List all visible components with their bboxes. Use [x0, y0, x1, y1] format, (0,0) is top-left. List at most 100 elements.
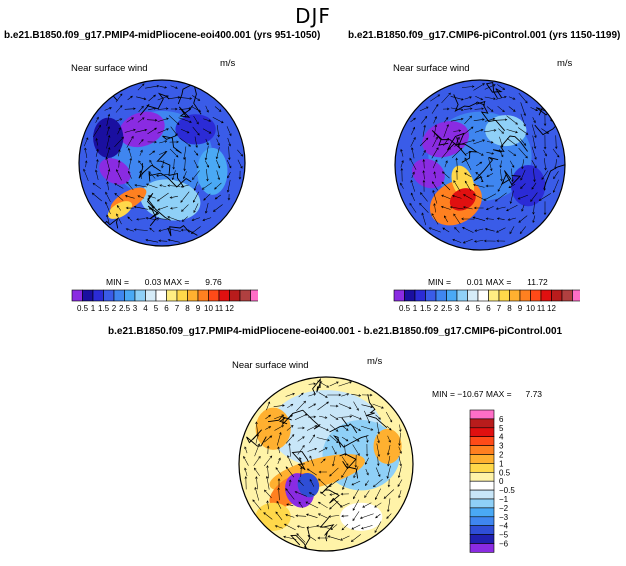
panel-3-wind-vector	[352, 499, 360, 511]
panel-2-coastline	[543, 154, 565, 189]
panel-3-colorbar-swatch	[469, 418, 495, 429]
panel-2-wind-vector	[400, 160, 404, 168]
panel-2-wind-vector	[475, 172, 483, 178]
panel-2-wind-vector	[485, 117, 496, 122]
panel-2-wind-vector	[463, 194, 473, 200]
panel-2-wind-vector	[484, 228, 495, 232]
panel-3-wind-vector	[244, 446, 248, 454]
panel-2-wind-vector	[520, 102, 526, 117]
panel-2-wind-vector	[450, 96, 464, 101]
panel-2-wind-vector	[422, 170, 426, 180]
panel-2-wind-vector	[472, 216, 486, 221]
panel-1-wind-vector	[167, 216, 181, 222]
panel-1-field-region	[140, 179, 201, 221]
panel-2-wind-vector	[464, 96, 472, 100]
panel-2-wind-vector	[432, 181, 438, 191]
panel-3-map-border	[238, 376, 414, 552]
panel-3-field-region	[297, 472, 320, 498]
panel-2-wind-vector	[508, 184, 516, 188]
panel-3-wind-vector	[375, 467, 381, 478]
panel-3-wind-vector	[332, 455, 336, 467]
panel-1-colorbar-tick-label: 5	[154, 304, 159, 313]
panel-1-wind-vector	[212, 117, 224, 124]
panel-1-wind-vector	[106, 147, 111, 159]
panel-1-coastline	[95, 80, 118, 102]
panel-1-wind-vector	[83, 137, 89, 147]
panel-2-wind-vector	[486, 140, 494, 144]
panel-3-wind-vector	[329, 435, 339, 444]
panel-1-wind-vector	[133, 205, 148, 210]
panel-2-wind-vector	[431, 103, 439, 114]
panel-1-wind-vector	[106, 126, 110, 136]
panel-3-wind-vector	[264, 435, 273, 443]
panel-3-wind-vector	[398, 424, 402, 433]
panel-1-colorbar-tick-label: 9	[196, 304, 201, 313]
panel-3-wind-vector	[319, 415, 328, 419]
panel-2-wind-vector	[499, 136, 504, 148]
panel-1-wind-vector	[133, 228, 148, 231]
panel-1-wind-vector	[205, 138, 209, 146]
panel-3-units: m/s	[367, 356, 383, 367]
panel-2-wind-vector	[496, 227, 506, 233]
panel-2-wind-vector	[433, 116, 437, 124]
panel-2-wind-vector	[464, 172, 472, 178]
panel-3-wind-vector	[309, 455, 315, 467]
panel-2-units: m/s	[557, 58, 573, 69]
panel-1-wind-vector	[183, 146, 187, 160]
panel-3-coastline	[319, 516, 335, 542]
panel-3-wind-vector	[318, 392, 328, 398]
panel-3-wind-vector	[386, 498, 391, 513]
panel-1-wind-vector	[148, 94, 156, 102]
panel-3-variable: Near surface wind	[232, 360, 309, 371]
panel-3-wind-vector	[338, 403, 352, 410]
panel-3-wind-vector	[331, 445, 337, 455]
panel-1-wind-vector	[204, 202, 209, 214]
panel-2-wind-vector	[474, 150, 484, 156]
panel-1-colorbar-swatch	[239, 289, 251, 302]
panel-2-wind-vector	[421, 212, 427, 226]
panel-3-wind-vector	[329, 404, 339, 408]
panel-1-wind-vector	[216, 125, 220, 138]
panel-2-colorbar-swatch	[498, 289, 510, 302]
panel-3-wind-vector	[351, 425, 362, 431]
panel-1-wind-vector	[157, 128, 169, 134]
panel-3-wind-vector	[265, 475, 270, 490]
panel-3-wind-vector	[329, 492, 339, 496]
panel-2-colorbar-swatch	[572, 289, 580, 302]
panel-2-wind-vector	[474, 228, 484, 232]
panel-1-wind-vector	[138, 105, 144, 112]
panel-2-colorbar: 0.5 1 1.5 2 2.5 3 4 5 6 7 8 9 10 11 12	[393, 289, 580, 313]
panel-2-wind-vector	[486, 151, 495, 155]
panel-2-colorbar-tick-label: 10	[526, 304, 535, 313]
panel-1-wind-vector	[205, 160, 209, 168]
panel-3-colorbar-tick-label: −5	[499, 531, 509, 540]
panel-2-wind-vector	[411, 147, 415, 159]
panel-1-wind-vector	[216, 159, 221, 169]
panel-2-max-label: MAX =	[485, 277, 512, 287]
panel-2-wind-vector	[442, 107, 450, 111]
panel-3-wind-vector	[398, 446, 402, 454]
panel-2-wind-vector	[497, 105, 505, 113]
panel-3-wind-vector	[351, 393, 362, 397]
panel-2-colorbar-swatch	[435, 289, 447, 302]
panel-1-wind-vector	[137, 83, 145, 91]
panel-1-wind-vector	[167, 238, 180, 243]
panel-2-wind-vector	[464, 180, 472, 192]
panel-2-colorbar-swatch	[446, 289, 458, 302]
panel-1-wind-vector	[84, 160, 88, 168]
panel-1-wind-vector	[148, 206, 155, 210]
panel-2-wind-vector	[518, 215, 528, 223]
panel-3-wind-vector	[264, 489, 272, 499]
panel-3-coastline	[267, 416, 292, 425]
panel-2-wind-vector	[508, 106, 516, 112]
panel-3-wind-vector	[397, 466, 402, 479]
panel-1-colorbar-tick-label: 1	[91, 304, 96, 313]
panel-3-field-region	[255, 407, 291, 450]
panel-1-coastline	[139, 92, 170, 116]
panel-2-wind-vector	[450, 107, 464, 112]
panel-2-wind-vector	[410, 117, 416, 123]
panel-2-wind-vector	[453, 180, 461, 192]
panel-3-colorbar-swatch	[469, 436, 495, 446]
panel-2-colorbar-swatch	[393, 289, 405, 302]
panel-3-wind-vector	[285, 434, 295, 444]
